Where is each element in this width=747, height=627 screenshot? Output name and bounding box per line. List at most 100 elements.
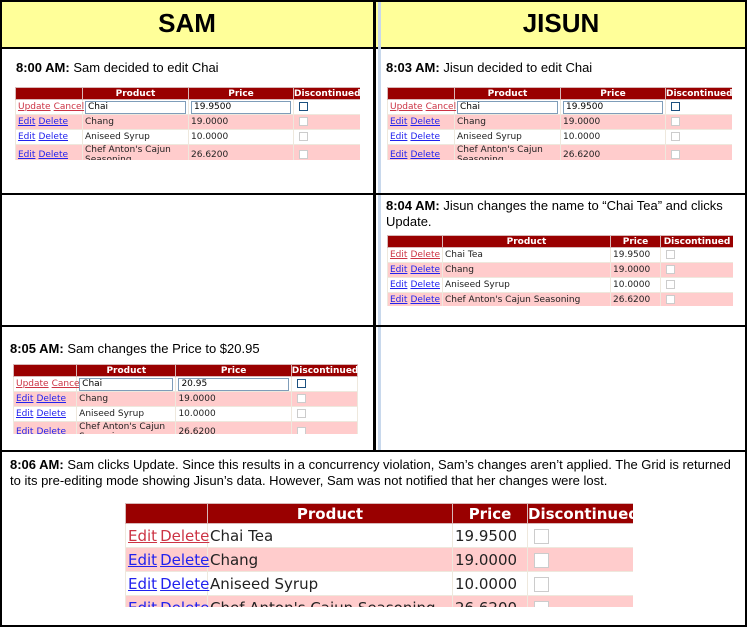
discontinued-cell	[665, 129, 732, 145]
step-time: 8:03 AM:	[386, 60, 440, 75]
discontinued-cell	[293, 114, 360, 130]
table-row: Edit Delete Chang 19.0000	[387, 262, 733, 278]
delete-link[interactable]: Delete	[38, 150, 69, 160]
delete-link[interactable]: Delete	[410, 250, 441, 260]
product-cell: Aniseed Syrup	[76, 406, 177, 422]
edit-link[interactable]: Edit	[128, 574, 158, 593]
cancel-link[interactable]: Cancel	[51, 379, 83, 389]
grid-header-row: Product Price Discontinued	[15, 87, 360, 100]
product-name: Chef Anton's Cajun Seasoning	[85, 145, 171, 160]
delete-link[interactable]: Delete	[410, 295, 441, 305]
update-link[interactable]: Update	[16, 379, 49, 389]
delete-link[interactable]: Delete	[38, 117, 69, 127]
delete-link[interactable]: Delete	[410, 280, 441, 290]
product-cell: Chef Anton's Cajun Seasoning	[76, 421, 177, 434]
delete-link[interactable]: Delete	[160, 550, 210, 569]
product-cell: Chef Anton's Cajun Seasoning	[82, 144, 189, 160]
product-input[interactable]	[457, 100, 558, 114]
edit-link[interactable]: Edit	[16, 394, 34, 404]
delete-link[interactable]: Delete	[160, 526, 210, 545]
grid-table: ProductPriceDiscontinuedUpdateCancelEdit…	[13, 364, 358, 434]
discontinued-checkbox	[296, 394, 306, 403]
row-divider	[0, 450, 747, 452]
edit-link[interactable]: Edit	[390, 150, 408, 160]
delete-link[interactable]: Delete	[36, 409, 67, 419]
edit-link[interactable]: Edit	[128, 526, 158, 545]
products-grid-jisun-804: Product Price Discontinued Edit Delete Chai T…	[387, 235, 733, 306]
step-time: 8:06 AM:	[10, 457, 64, 472]
edit-link[interactable]: Edit	[18, 117, 36, 127]
edit-link[interactable]: Edit	[18, 132, 36, 142]
price-value: 26.6200	[178, 427, 216, 434]
update-link[interactable]: Update	[390, 102, 423, 112]
column-divider	[373, 0, 376, 451]
edit-link[interactable]: Edit	[390, 295, 408, 305]
product-cell: Chang	[454, 114, 561, 130]
price-value: 26.6200	[455, 599, 517, 608]
column-header: Price	[560, 87, 666, 100]
product-cell	[454, 99, 561, 115]
column-header: Discontinued	[660, 235, 733, 248]
price-value: 19.9500	[613, 250, 651, 260]
edit-link[interactable]: Edit	[16, 427, 34, 434]
edit-link[interactable]: Edit	[18, 150, 36, 160]
discontinued-checkbox	[666, 295, 675, 304]
delete-link[interactable]: Delete	[410, 150, 441, 160]
discontinued-cell	[527, 547, 633, 572]
product-name: Chang	[85, 117, 114, 127]
delete-link[interactable]: Delete	[410, 132, 441, 142]
table-row: Edit Delete Aniseed Syrup 10.0000	[15, 129, 360, 145]
edit-link[interactable]: Edit	[390, 117, 408, 127]
update-link[interactable]: Update	[18, 102, 51, 112]
edit-link[interactable]: Edit	[128, 550, 158, 569]
discontinued-checkbox	[666, 265, 675, 274]
delete-link[interactable]: Delete	[160, 574, 210, 593]
product-input[interactable]	[79, 377, 174, 391]
delete-link[interactable]: Delete	[36, 394, 67, 404]
edit-link[interactable]: Edit	[390, 265, 408, 275]
price-cell: 19.0000	[560, 114, 666, 130]
table-row: Edit Delete Aniseed Syrup 10.0000	[125, 571, 633, 596]
price-cell: 26.6200	[560, 144, 666, 160]
price-input[interactable]	[191, 100, 291, 114]
command-cell: Update Cancel	[13, 376, 82, 392]
product-cell: Chef Anton's Cajun Seasoning	[442, 292, 611, 306]
product-cell: Chai Tea	[207, 523, 453, 548]
column-header-sam: SAM	[0, 0, 374, 49]
cancel-link[interactable]: Cancel	[425, 102, 457, 112]
edit-link[interactable]: Edit	[128, 599, 157, 608]
product-name: Aniseed Syrup	[85, 132, 150, 142]
price-input[interactable]	[178, 377, 289, 391]
edit-link[interactable]: Edit	[390, 250, 408, 260]
delete-link[interactable]: Delete	[36, 427, 67, 434]
cancel-link[interactable]: Cancel	[53, 102, 85, 112]
delete-link[interactable]: Delete	[410, 117, 441, 127]
delete-link[interactable]: Delete	[38, 132, 69, 142]
discontinued-checkbox[interactable]	[296, 379, 306, 388]
discontinued-checkbox	[534, 600, 549, 607]
price-input[interactable]	[563, 100, 663, 114]
price-cell: 10.0000	[560, 129, 666, 145]
discontinued-checkbox[interactable]	[671, 102, 680, 111]
edit-link[interactable]: Edit	[390, 132, 408, 142]
delete-link[interactable]: Delete	[160, 599, 209, 608]
delete-link[interactable]: Delete	[410, 265, 441, 275]
edit-link[interactable]: Edit	[390, 280, 408, 290]
table-row: Edit Delete Chai Tea 19.9500	[125, 523, 633, 548]
price-value: 10.0000	[178, 409, 216, 419]
discontinued-cell	[293, 99, 360, 115]
table-row: Edit Delete Chang 19.0000	[125, 547, 633, 572]
product-name: Aniseed Syrup	[210, 574, 319, 593]
product-name: Aniseed Syrup	[445, 280, 510, 290]
discontinued-cell	[660, 247, 733, 263]
product-input[interactable]	[85, 100, 186, 114]
price-cell: 19.0000	[188, 114, 294, 130]
edit-link[interactable]: Edit	[16, 409, 34, 419]
discontinued-checkbox[interactable]	[299, 102, 308, 111]
discontinued-cell	[527, 595, 633, 607]
